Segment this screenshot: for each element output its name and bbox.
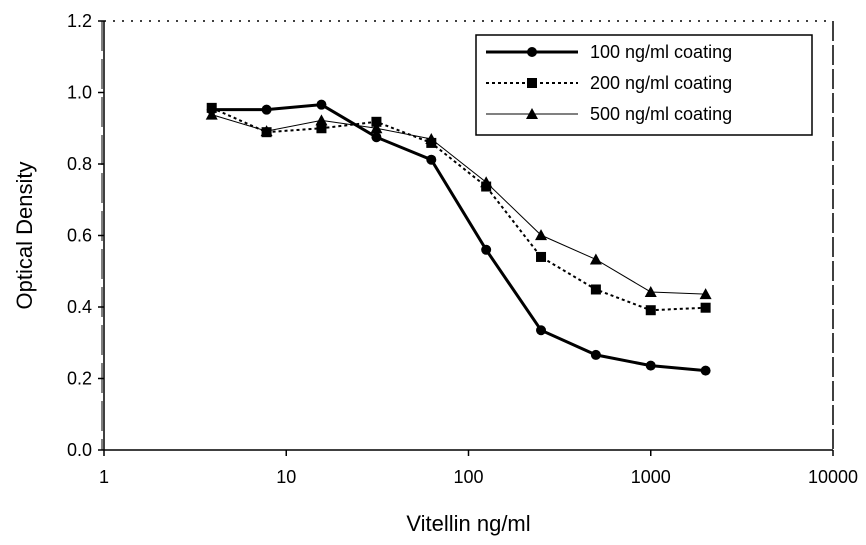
circle-marker — [536, 325, 547, 336]
y-tick-label: 0.2 — [67, 369, 92, 389]
x-axis-title: Vitellin ng/ml — [406, 511, 530, 536]
triangle-marker — [526, 108, 538, 119]
triangle-marker — [644, 285, 657, 297]
triangle-marker — [699, 288, 712, 300]
triangle-marker — [589, 253, 602, 265]
square-marker — [590, 284, 601, 295]
legend-label: 200 ng/ml coating — [590, 73, 732, 93]
legend: 100 ng/ml coating 200 ng/ml coating 500 ng… — [475, 34, 813, 136]
series-line — [211, 114, 706, 295]
square-marker — [536, 251, 547, 262]
series-line — [211, 106, 706, 312]
series-1 — [206, 99, 711, 376]
x-axis-ticks: 1 10 100 1000 10000 — [99, 450, 858, 487]
x-tick-label: 10 — [276, 467, 296, 487]
y-tick-label: 1.2 — [67, 11, 92, 31]
legend-label: 100 ng/ml coating — [590, 42, 732, 62]
y-tick-label: 0.6 — [67, 226, 92, 246]
legend-label: 500 ng/ml coating — [590, 104, 732, 124]
y-tick-label: 0.4 — [67, 297, 92, 317]
circle-marker — [527, 47, 537, 57]
series-3 — [205, 108, 712, 300]
circle-marker — [316, 99, 327, 110]
square-marker — [527, 78, 537, 88]
circle-marker — [700, 365, 711, 376]
circle-marker — [645, 360, 656, 371]
triangle-marker — [205, 108, 218, 120]
x-tick-label: 10000 — [808, 467, 858, 487]
triangle-marker — [425, 132, 438, 144]
y-tick-label: 1.0 — [67, 83, 92, 103]
x-tick-label: 1 — [99, 467, 109, 487]
square-marker — [316, 123, 327, 134]
y-tick-label: 0.8 — [67, 154, 92, 174]
square-marker — [700, 302, 711, 313]
y-axis-ticks: 0.0 0.2 0.4 0.6 0.8 1.0 1.2 — [67, 11, 104, 460]
triangle-marker — [315, 114, 328, 126]
triangle-marker — [535, 229, 548, 241]
y-tick-label: 0.0 — [67, 440, 92, 460]
series-line — [211, 103, 706, 373]
square-marker — [645, 305, 656, 316]
x-tick-label: 1000 — [631, 467, 671, 487]
square-marker — [371, 116, 382, 127]
square-marker — [206, 102, 217, 113]
x-tick-label: 100 — [453, 467, 483, 487]
series-layer — [205, 99, 712, 376]
circle-marker — [426, 154, 437, 165]
circle-marker — [371, 132, 382, 143]
triangle-marker — [370, 122, 383, 134]
triangle-marker — [260, 125, 273, 137]
triangle-marker — [480, 176, 493, 188]
circle-marker — [481, 244, 492, 255]
y-axis-title: Optical Density — [12, 162, 37, 310]
circle-marker — [590, 349, 601, 360]
circle-marker — [261, 104, 272, 115]
